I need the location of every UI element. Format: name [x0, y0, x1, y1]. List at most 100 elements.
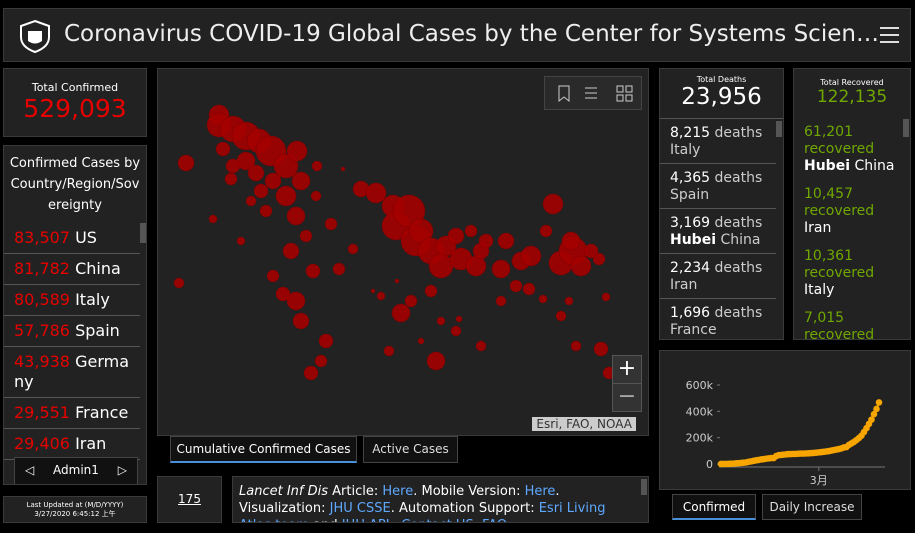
place-line: Spain	[670, 187, 772, 204]
point	[868, 416, 875, 423]
bubble	[324, 217, 338, 231]
link: FAQ	[482, 518, 507, 522]
line: 7,015	[804, 310, 898, 327]
bubble	[426, 351, 446, 371]
bubble	[570, 255, 592, 277]
y-tick-label: 600k	[686, 379, 714, 392]
bubble	[570, 340, 582, 352]
bubble	[447, 227, 465, 245]
zoom-in[interactable]: +	[612, 355, 642, 384]
country-value: 29,406	[14, 434, 70, 453]
bubble	[224, 172, 238, 186]
zoom-out[interactable]: −	[612, 383, 642, 412]
y-tick-label: 400k	[686, 405, 714, 418]
map-tools[interactable]	[544, 76, 642, 110]
country-row: 80,589 Italy	[4, 285, 140, 316]
value: 61,201	[804, 124, 853, 140]
text: Article:	[328, 484, 383, 499]
place: Italy	[670, 142, 701, 158]
bubble	[225, 158, 241, 174]
value: 1,696	[670, 305, 711, 321]
unit: deaths	[714, 170, 763, 186]
bubble	[475, 340, 487, 352]
line: 8,215 deaths	[670, 125, 772, 142]
bubble	[520, 245, 542, 267]
bubble	[539, 224, 553, 238]
bubble	[495, 295, 507, 307]
line: 1,696 deaths	[670, 305, 772, 322]
label: Total Recovered	[820, 78, 884, 87]
title: Coronavirus COVID-19 Global Cases by the…	[64, 21, 879, 47]
deaths-row: 1,696 deaths France	[660, 299, 776, 339]
bubble	[478, 233, 494, 249]
deaths-row: 2,234 deaths Iran	[660, 254, 776, 299]
pager[interactable]: ◁ Admin1 ▷	[14, 457, 138, 484]
bubble	[417, 337, 425, 345]
country-name: China	[75, 259, 121, 278]
bubble	[318, 333, 334, 349]
bubble	[292, 312, 310, 330]
y-tick-label: 0	[706, 458, 713, 471]
bubble	[561, 231, 581, 251]
place: Iran	[670, 277, 698, 293]
heading: Confirmed Cases by Country/Region/Sovere…	[9, 156, 141, 213]
count-badge: 175	[157, 476, 222, 523]
place-line: France	[670, 322, 772, 339]
value: 23,956	[681, 84, 762, 110]
logo	[20, 19, 50, 53]
map-tab[interactable]: Cumulative Confirmed Cases	[170, 436, 357, 463]
map[interactable]: + − Esri, FAO, NOAA	[157, 68, 649, 436]
bubble	[245, 195, 257, 207]
bubble	[491, 259, 511, 279]
country-value: 80,589	[14, 290, 70, 309]
chart-tab[interactable]: Confirmed	[672, 494, 756, 520]
bubble	[464, 224, 478, 238]
country-name: Germany	[14, 352, 130, 391]
link: Esri Living Atlas team	[239, 501, 606, 522]
map-tool-icons	[558, 85, 633, 103]
point	[873, 405, 880, 413]
country-value: 43,938	[14, 352, 70, 371]
country-row: 83,507 US	[4, 223, 140, 254]
unit: recovered	[804, 141, 875, 157]
text: .	[507, 518, 511, 522]
text: . Automation Support:	[390, 501, 539, 516]
link: JHU CSSE	[329, 501, 391, 516]
bubble	[286, 140, 308, 162]
unit: recovered	[804, 265, 875, 281]
place-line: Iran	[670, 277, 772, 294]
place: France	[670, 322, 717, 338]
region: Hubei	[670, 232, 716, 248]
value: 3/27/2020 6:45:12 上午	[34, 510, 116, 518]
text: . Visualization:	[239, 484, 560, 516]
bubble	[509, 279, 523, 293]
map-tab[interactable]: Active Cases	[363, 436, 458, 463]
menu-button[interactable]	[880, 26, 900, 44]
bubble	[555, 310, 567, 322]
value: 10,361	[804, 248, 853, 264]
recovered-panel: Total Recovered 122,135 61,201 recovered…	[793, 68, 911, 340]
info: Lancet Inf Dis Article: Here. Mobile Ver…	[232, 476, 649, 523]
bubble	[593, 341, 609, 357]
country-row: 43,938 Germany	[4, 347, 140, 398]
link: Here	[382, 484, 414, 499]
bubble	[592, 252, 606, 266]
bubble	[286, 291, 306, 311]
bubble	[177, 154, 195, 172]
country-name: US	[75, 228, 97, 247]
bubble	[340, 166, 346, 172]
value: 2,234	[670, 260, 711, 276]
text: .	[393, 518, 401, 522]
bubble	[275, 185, 297, 207]
bubble	[275, 286, 291, 302]
bubble	[497, 232, 515, 250]
bubble	[310, 190, 322, 202]
bubble	[311, 160, 323, 172]
bubble	[428, 253, 454, 279]
chart-tab[interactable]: Daily Increase	[762, 494, 862, 520]
country-row: 57,786 Spain	[4, 316, 140, 347]
place-line: Iran	[804, 220, 898, 237]
last-updated: Last Updated at (M/D/YYYY) 3/27/2020 6:4…	[3, 496, 147, 523]
bubble	[282, 242, 300, 260]
label: Last Updated at (M/D/YYYY)	[26, 501, 124, 509]
